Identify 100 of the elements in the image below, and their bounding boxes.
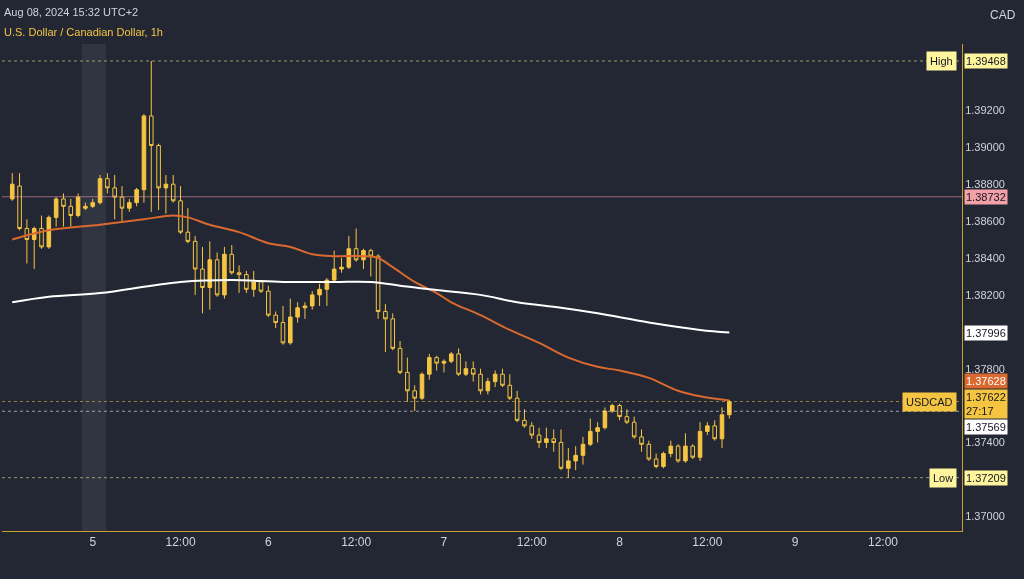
candlestick bbox=[639, 429, 644, 453]
candlestick bbox=[675, 443, 681, 464]
candlestick bbox=[156, 143, 161, 211]
candlestick bbox=[427, 353, 432, 381]
y-tick-label: 1.38400 bbox=[965, 251, 1005, 264]
candlestick bbox=[595, 421, 600, 443]
candlestick bbox=[229, 244, 235, 276]
line-series bbox=[11, 279, 731, 334]
candlestick bbox=[507, 373, 513, 401]
text: 1.37569 bbox=[966, 421, 1006, 433]
candlestick bbox=[214, 251, 220, 298]
x-tick-label: 12:00 bbox=[516, 535, 548, 550]
candlestick bbox=[207, 240, 213, 311]
candlestick bbox=[566, 447, 571, 479]
candlestick bbox=[339, 257, 344, 274]
candlestick bbox=[163, 174, 169, 215]
candlestick bbox=[280, 305, 286, 346]
text: 1.39468 bbox=[966, 55, 1006, 67]
candlestick bbox=[470, 360, 476, 383]
candlestick bbox=[119, 185, 125, 222]
y-tick-label: 1.37400 bbox=[965, 436, 1005, 449]
candlestick bbox=[200, 246, 205, 314]
candlestick bbox=[617, 403, 622, 421]
candlestick bbox=[127, 198, 132, 213]
candlestick bbox=[68, 198, 74, 228]
candlestick bbox=[317, 283, 322, 307]
text: 1.37622 27:17 bbox=[966, 391, 1006, 418]
candlestick bbox=[522, 408, 527, 429]
candlestick bbox=[61, 192, 66, 228]
candlestick bbox=[75, 192, 81, 218]
candlestick bbox=[558, 429, 564, 471]
candlestick bbox=[31, 226, 37, 270]
candlestick bbox=[222, 246, 227, 300]
candlestick bbox=[661, 451, 666, 469]
x-tick-label: 12:00 bbox=[341, 535, 372, 550]
candlestick bbox=[653, 453, 659, 469]
x-tick-label: 8 bbox=[616, 535, 624, 550]
x-tick-label: 12:00 bbox=[867, 535, 899, 550]
candlestick bbox=[90, 198, 96, 209]
candlestick bbox=[492, 370, 498, 388]
candlestick bbox=[309, 290, 315, 311]
candlestick bbox=[412, 384, 417, 412]
candlestick bbox=[588, 417, 593, 447]
candlestick bbox=[697, 421, 703, 462]
y-tick-label: 1.38600 bbox=[965, 214, 1005, 227]
candlestick bbox=[17, 172, 22, 231]
candlestick bbox=[500, 368, 505, 388]
x-tick-label: 5 bbox=[89, 535, 97, 550]
candlestick bbox=[712, 419, 717, 442]
candlestick bbox=[390, 312, 396, 351]
candlestick bbox=[705, 421, 710, 436]
chart-title: U.S. Dollar / Canadian Dollar, 1h bbox=[4, 26, 163, 38]
ref-line-label: USDCAD bbox=[906, 396, 953, 408]
candlestick bbox=[456, 347, 461, 377]
candlestick bbox=[53, 196, 59, 228]
y-tick-label: 1.38200 bbox=[965, 288, 1005, 301]
candlestick bbox=[9, 172, 15, 202]
candlestick bbox=[719, 406, 725, 449]
candlestick bbox=[97, 174, 103, 205]
ref-line-label: High bbox=[930, 55, 953, 67]
candlestick bbox=[602, 406, 608, 431]
y-tick-label: 1.37800 bbox=[965, 362, 1005, 375]
candlestick bbox=[236, 264, 242, 294]
candlestick bbox=[631, 416, 637, 440]
candlestick bbox=[434, 355, 439, 372]
candlestick bbox=[148, 60, 154, 213]
candlestick bbox=[463, 360, 469, 377]
candlestick bbox=[419, 371, 425, 401]
y-tick-label: 1.38800 bbox=[965, 178, 1005, 191]
candlestick bbox=[295, 301, 300, 324]
candlestick bbox=[266, 285, 271, 318]
candlestick bbox=[609, 403, 615, 414]
candlestick bbox=[185, 207, 191, 244]
text: 1.38732 bbox=[966, 191, 1006, 203]
y-tick-label: 1.37000 bbox=[965, 510, 1005, 523]
candlestick bbox=[112, 174, 117, 220]
text: CAD bbox=[990, 8, 1016, 22]
x-tick-label: 12:00 bbox=[165, 535, 196, 550]
candlestick bbox=[727, 399, 732, 419]
candlestick bbox=[683, 432, 688, 464]
candlestick bbox=[141, 113, 147, 204]
line-series bbox=[11, 214, 731, 402]
y-tick-label: 1.39000 bbox=[965, 141, 1005, 154]
candlestick bbox=[39, 215, 44, 250]
text: 1.37628 bbox=[966, 375, 1006, 387]
candlestick bbox=[646, 440, 652, 462]
candlestick bbox=[478, 368, 483, 395]
candlestick bbox=[405, 357, 410, 403]
candlestick bbox=[178, 185, 183, 235]
candlestick bbox=[573, 445, 578, 471]
candlestick bbox=[105, 172, 110, 194]
y-tick-label: 1.39200 bbox=[965, 104, 1005, 117]
x-tick-label: 9 bbox=[791, 535, 799, 550]
candlestick bbox=[288, 298, 293, 346]
candlestick bbox=[273, 310, 278, 329]
candlestick bbox=[536, 427, 542, 449]
candlestick bbox=[134, 187, 139, 207]
candlestick bbox=[448, 351, 454, 364]
x-tick-label: 7 bbox=[440, 535, 448, 550]
candlestick bbox=[46, 215, 52, 250]
